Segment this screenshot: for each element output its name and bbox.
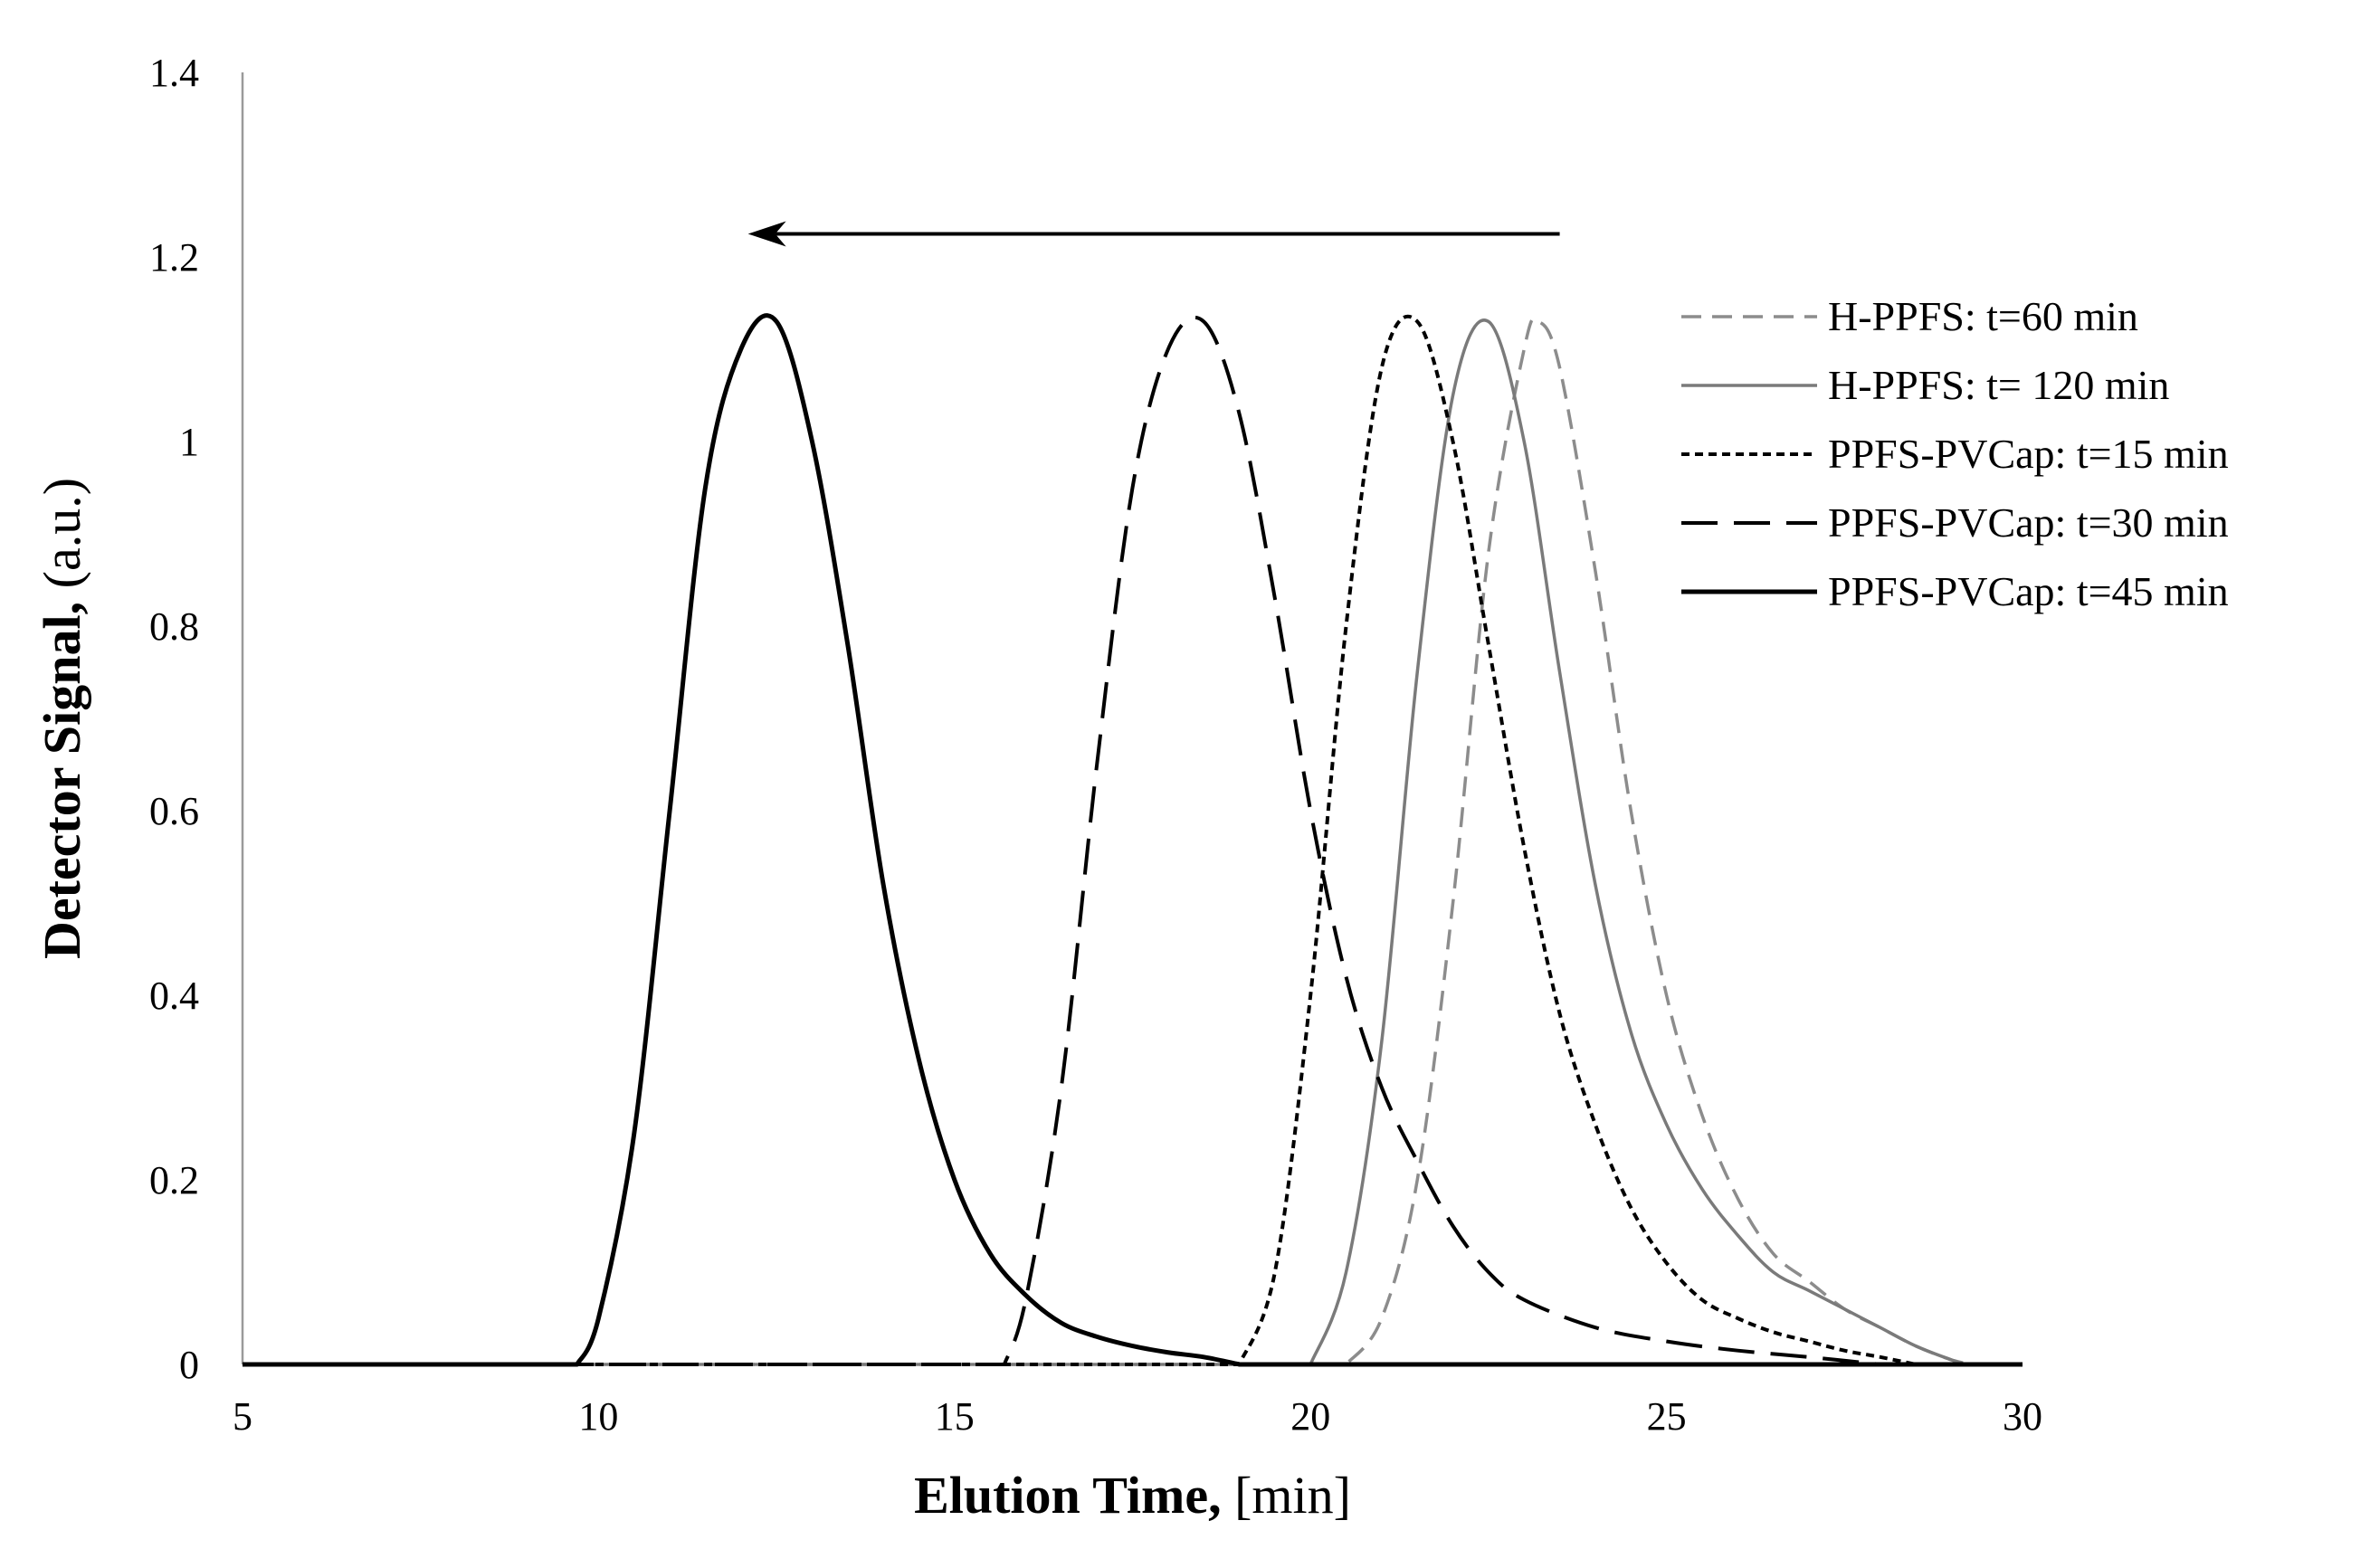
x-tick-label: 10 xyxy=(578,1394,618,1439)
annotation-arrow-head xyxy=(747,221,786,247)
x-axis-title: Elution Time, [min] xyxy=(914,1466,1351,1525)
tick-labels: 0 0.2 0.4 0.6 0.8 1 1.2 1.4 5 10 15 20 25 30 xyxy=(149,51,2042,1439)
series-line-4 xyxy=(243,315,2023,1366)
legend-label-2: H-PPFS: t= 120 min xyxy=(1828,362,2169,408)
series-line-3 xyxy=(243,314,2023,1366)
legend: H-PPFS: t=60 min H-PPFS: t= 120 min PPFS-P… xyxy=(1681,293,2229,614)
annotation-arrow-group xyxy=(747,221,1560,247)
legend-label-5: PPFS-PVCap: t=45 min xyxy=(1828,568,2229,614)
legend-label-1: H-PPFS: t=60 min xyxy=(1828,293,2138,339)
series-line-2 xyxy=(243,318,2023,1366)
y-axis-title-unit: (a.u.) xyxy=(33,478,91,588)
x-tick-label: 30 xyxy=(2003,1394,2042,1439)
x-axis-title-bold: Elution Time, xyxy=(914,1466,1234,1525)
x-tick-label: 20 xyxy=(1290,1394,1330,1439)
series-lines xyxy=(243,313,2023,1367)
axis-titles: Elution Time, [min] Detector Signal, (a.u… xyxy=(33,478,1351,1525)
series-line-1 xyxy=(243,317,2023,1366)
y-tick-label: 0.2 xyxy=(149,1158,199,1202)
y-tick-label: 1.4 xyxy=(149,51,199,95)
y-tick-label: 1 xyxy=(179,420,199,464)
y-tick-label: 0 xyxy=(179,1343,199,1387)
y-axis-title: Detector Signal, (a.u.) xyxy=(33,478,91,959)
x-tick-label: 25 xyxy=(1647,1394,1687,1439)
legend-label-4: PPFS-PVCap: t=30 min xyxy=(1828,499,2229,546)
y-axis-title-bold: Detector Signal, xyxy=(33,588,91,959)
y-tick-label: 0.6 xyxy=(149,789,199,833)
axes xyxy=(241,72,2023,1366)
legend-label-3: PPFS-PVCap: t=15 min xyxy=(1828,431,2229,477)
y-tick-label: 0.8 xyxy=(149,604,199,649)
y-tick-label: 1.2 xyxy=(149,235,199,280)
x-axis-title-unit: [min] xyxy=(1234,1466,1351,1525)
y-tick-label: 0.4 xyxy=(149,974,199,1018)
x-tick-label: 5 xyxy=(233,1394,252,1439)
x-tick-label: 15 xyxy=(935,1394,975,1439)
series-line-5 xyxy=(243,313,2023,1367)
